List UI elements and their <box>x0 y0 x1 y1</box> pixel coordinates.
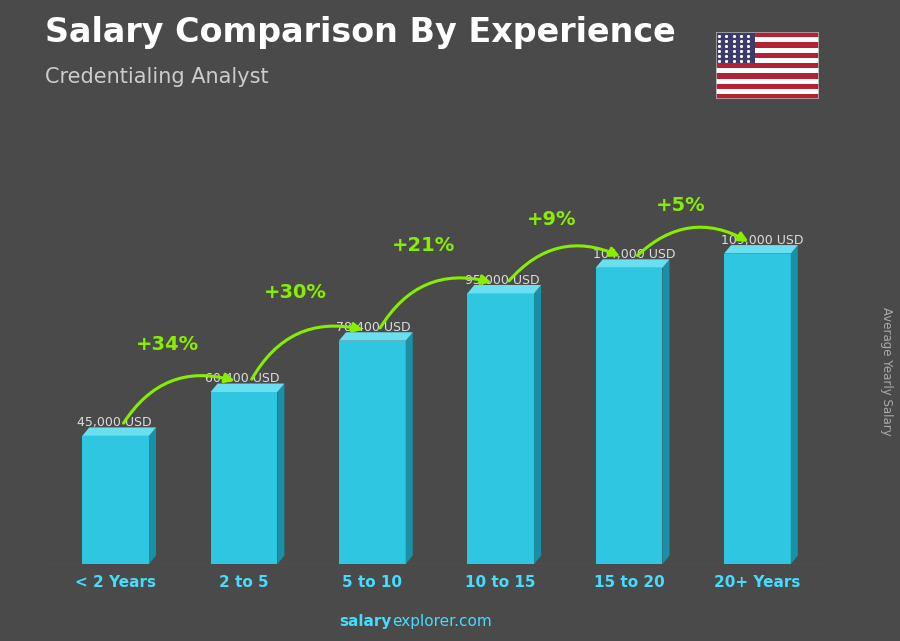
Polygon shape <box>211 392 277 564</box>
Bar <box>716 42 819 47</box>
Polygon shape <box>211 383 284 392</box>
Bar <box>716 84 819 89</box>
Text: +21%: +21% <box>392 236 455 255</box>
Polygon shape <box>662 260 670 564</box>
Polygon shape <box>339 332 413 341</box>
Bar <box>716 37 819 42</box>
Polygon shape <box>82 428 156 436</box>
Polygon shape <box>339 341 406 564</box>
Polygon shape <box>791 245 797 564</box>
Text: 104,000 USD: 104,000 USD <box>593 248 676 261</box>
Text: Salary Comparison By Experience: Salary Comparison By Experience <box>45 16 676 49</box>
Text: Average Yearly Salary: Average Yearly Salary <box>880 308 893 436</box>
Bar <box>716 74 819 79</box>
Text: explorer.com: explorer.com <box>392 615 492 629</box>
Bar <box>716 32 755 63</box>
Text: +9%: +9% <box>527 210 577 229</box>
Text: +5%: +5% <box>655 196 706 215</box>
Text: salary: salary <box>339 615 392 629</box>
Bar <box>716 63 819 69</box>
Text: 78,400 USD: 78,400 USD <box>337 320 411 334</box>
Bar <box>716 69 819 74</box>
Polygon shape <box>724 254 791 564</box>
Bar <box>716 94 819 99</box>
Polygon shape <box>277 383 284 564</box>
Bar <box>716 89 819 94</box>
Text: Credentialing Analyst: Credentialing Analyst <box>45 67 268 87</box>
Text: 45,000 USD: 45,000 USD <box>77 416 152 429</box>
Polygon shape <box>724 245 797 254</box>
Text: 60,400 USD: 60,400 USD <box>205 372 280 385</box>
Polygon shape <box>596 260 670 268</box>
Polygon shape <box>149 428 156 564</box>
Text: +34%: +34% <box>135 335 199 354</box>
Text: 95,000 USD: 95,000 USD <box>464 274 539 287</box>
Bar <box>716 58 819 63</box>
Polygon shape <box>534 285 541 564</box>
Bar <box>716 53 819 58</box>
Polygon shape <box>82 436 149 564</box>
Polygon shape <box>467 285 541 294</box>
Text: +30%: +30% <box>264 283 327 303</box>
Bar <box>716 32 819 37</box>
Bar <box>716 79 819 84</box>
Bar <box>716 47 819 53</box>
Polygon shape <box>467 294 534 564</box>
Text: 109,000 USD: 109,000 USD <box>722 233 804 247</box>
Polygon shape <box>406 332 413 564</box>
Polygon shape <box>596 268 662 564</box>
